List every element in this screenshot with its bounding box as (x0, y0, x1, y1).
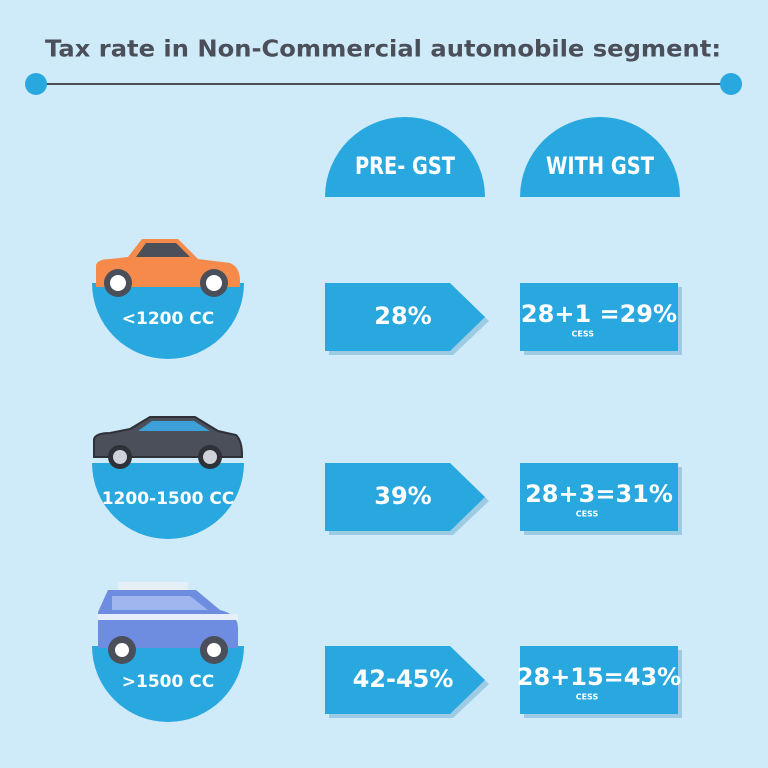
column-header-shape (325, 117, 485, 197)
hub (113, 450, 127, 464)
size-badge (92, 463, 244, 539)
pre-gst-box (325, 463, 485, 531)
car-window (112, 596, 208, 610)
cess-label: CESS (576, 510, 599, 519)
hub (110, 275, 126, 291)
gst-base: 28+ (517, 663, 571, 691)
pre-gst-rate: 28% (374, 302, 431, 330)
column-header: WITH GST (546, 152, 655, 180)
column-header-shape (520, 117, 680, 197)
car-window (138, 421, 210, 431)
gst-base: 28+ (525, 480, 579, 508)
hub (207, 643, 221, 657)
divider-dot (25, 73, 47, 95)
engine-size: <1200 CC (122, 309, 214, 329)
column-header: PRE- GST (355, 152, 456, 180)
pre-gst-rate: 42-45% (353, 665, 454, 693)
with-gst-rate: 28+15=43% (517, 663, 681, 691)
with-gst-box (520, 646, 678, 714)
pre-gst-box (325, 646, 485, 714)
with-gst-box (520, 283, 678, 351)
cess-label: CESS (572, 330, 595, 339)
title: Tax rate in Non-Commercial automobile se… (45, 37, 721, 63)
car-window (136, 243, 190, 257)
hub (115, 643, 129, 657)
cess-amount: 1 (574, 300, 591, 328)
gst-total: =31% (595, 480, 673, 508)
hub (206, 275, 222, 291)
size-badge (92, 646, 244, 722)
with-gst-box (520, 463, 678, 531)
hub (203, 450, 217, 464)
divider-dot (720, 73, 742, 95)
gst-base: 28+ (521, 300, 575, 328)
size-badge (92, 283, 244, 359)
car-stripe (98, 614, 238, 620)
with-gst-rate: 28+1 =29% (521, 300, 677, 328)
cess-amount: 15 (570, 663, 603, 691)
engine-size: 1200-1500 CC (102, 489, 235, 509)
pre-gst-rate: 39% (374, 482, 431, 510)
cess-amount: 3 (579, 480, 596, 508)
cess-label: CESS (576, 693, 599, 702)
gst-total: =43% (604, 663, 682, 691)
roof-rack (118, 582, 188, 590)
pre-gst-box (325, 283, 485, 351)
with-gst-rate: 28+3=31% (525, 480, 673, 508)
engine-size: >1500 CC (122, 672, 214, 692)
gst-total: =29% (591, 300, 677, 328)
